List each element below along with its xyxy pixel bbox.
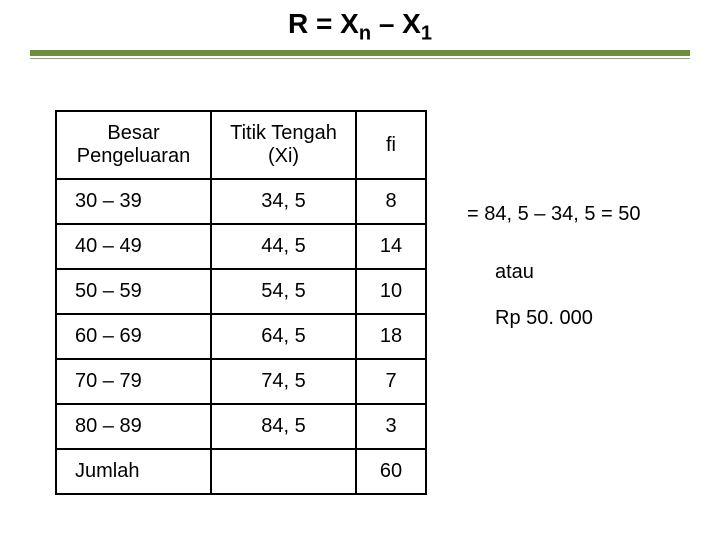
col-header-titik: Titik Tengah (Xi)	[211, 111, 356, 179]
slide-content: Besar Pengeluaran Titik Tengah (Xi) fi 3…	[55, 110, 640, 495]
table-row: 60 – 69 64, 5 18	[56, 314, 426, 359]
col-header-besar: Besar Pengeluaran	[56, 111, 211, 179]
cell-besar: 50 – 59	[56, 269, 211, 314]
cell-jumlah-blank	[211, 449, 356, 494]
table-body: 30 – 39 34, 5 8 40 – 49 44, 5 14 50 – 59…	[56, 179, 426, 494]
atau-label: atau	[467, 258, 640, 286]
table-row: 70 – 79 74, 5 7	[56, 359, 426, 404]
cell-titik: 74, 5	[211, 359, 356, 404]
cell-fi: 7	[356, 359, 426, 404]
cell-titik: 54, 5	[211, 269, 356, 314]
cell-jumlah-label: Jumlah	[56, 449, 211, 494]
table-row: 50 – 59 54, 5 10	[56, 269, 426, 314]
table-row: 40 – 49 44, 5 14	[56, 224, 426, 269]
slide-header: R = Xn – X1	[0, 0, 720, 63]
slide-title: R = Xn – X1	[0, 8, 720, 46]
cell-titik: 64, 5	[211, 314, 356, 359]
range-equation: = 84, 5 – 34, 5 = 50	[467, 200, 640, 228]
rp-value: Rp 50. 000	[467, 304, 640, 332]
cell-besar: 70 – 79	[56, 359, 211, 404]
cell-fi: 8	[356, 179, 426, 224]
cell-titik: 44, 5	[211, 224, 356, 269]
cell-besar: 30 – 39	[56, 179, 211, 224]
cell-besar: 80 – 89	[56, 404, 211, 449]
cell-titik: 34, 5	[211, 179, 356, 224]
frequency-table: Besar Pengeluaran Titik Tengah (Xi) fi 3…	[55, 110, 427, 495]
side-notes: = 84, 5 – 34, 5 = 50 atau Rp 50. 000	[467, 110, 640, 332]
col-header-fi: fi	[356, 111, 426, 179]
cell-titik: 84, 5	[211, 404, 356, 449]
cell-besar: 40 – 49	[56, 224, 211, 269]
cell-jumlah-total: 60	[356, 449, 426, 494]
cell-fi: 10	[356, 269, 426, 314]
title-subdivider	[30, 58, 690, 59]
cell-fi: 18	[356, 314, 426, 359]
cell-fi: 14	[356, 224, 426, 269]
table-row: 80 – 89 84, 5 3	[56, 404, 426, 449]
table-row: 30 – 39 34, 5 8	[56, 179, 426, 224]
table-footer-row: Jumlah 60	[56, 449, 426, 494]
cell-besar: 60 – 69	[56, 314, 211, 359]
table-header-row: Besar Pengeluaran Titik Tengah (Xi) fi	[56, 111, 426, 179]
title-divider	[30, 50, 690, 56]
cell-fi: 3	[356, 404, 426, 449]
